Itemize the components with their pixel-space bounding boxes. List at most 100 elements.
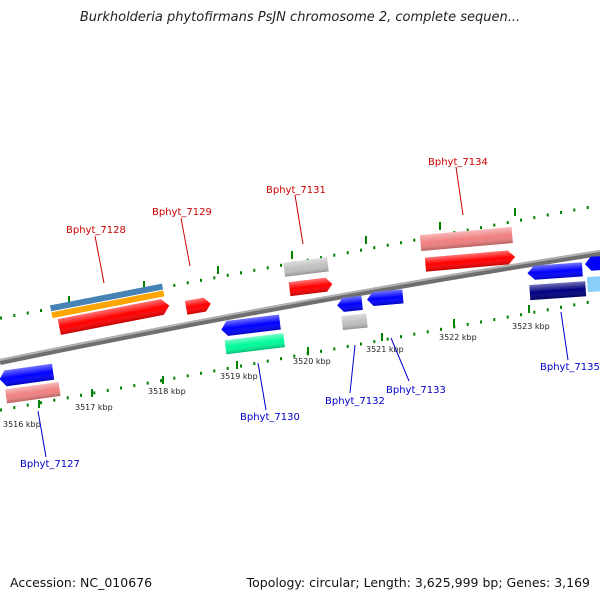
gene-label-bphyt-7127[interactable]: Bphyt_7127 [20,459,80,470]
track-dot [400,241,402,245]
track-dot [186,281,189,285]
forward-scale-tick [143,281,145,289]
gene-label-bphyt-7132[interactable]: Bphyt_7132 [325,396,385,407]
feature-bphyt-7130-group[interactable] [220,314,285,355]
track-dot [413,332,416,336]
track-dot [106,388,109,392]
track-dot [506,221,509,225]
track-dot [13,314,16,317]
track-dot [386,243,389,247]
track-dot [240,364,242,368]
track-dot [26,311,29,315]
track-dot [173,376,176,380]
scale-tick-label: 3523 kbp [512,322,550,331]
feature-bphyt-7131-group[interactable] [283,257,333,297]
track-dot [440,327,442,331]
scale-tick [381,333,383,341]
track-dot [80,393,82,397]
scale-tick-label: 3517 kbp [75,403,113,412]
track-dot [586,300,589,304]
scale-tick-label: 3521 kbp [366,345,404,354]
scale-tick [38,400,40,408]
feature-orange-bar [51,290,165,319]
track-dot [560,305,562,309]
scale-tick [162,376,164,384]
forward-scale-tick [217,266,219,274]
gene-label-bphyt-7130[interactable]: Bphyt_7130 [240,412,300,423]
track-dot [426,330,429,334]
track-dot [360,248,362,252]
track-dot [466,322,469,326]
track-dot [226,273,229,277]
track-dot [26,403,29,407]
gene-label-bphyt-7128[interactable]: Bphyt_7128 [66,225,126,236]
track-dot [253,268,256,272]
gene-label-bphyt-7133[interactable]: Bphyt_7133 [386,385,446,396]
track-dot [320,349,322,353]
feature-lightblue-bar [586,276,600,293]
topology-text: Topology: circular; Length: 3,625,999 bp… [246,575,590,590]
scale-axis: 3516 kbp 3517 kbp 3518 kbp 3519 kbp 3520 kbp… [3,208,550,429]
scale-tick-label: 3516 kbp [3,420,41,429]
track-dot [160,379,162,383]
track-dot [586,206,589,209]
track-dot [333,253,336,257]
feature-bphyt-7129[interactable] [184,297,212,315]
track-dot [493,223,496,227]
accession-text: Accession: NC_010676 [10,575,153,590]
feature-bphyt-7135-group[interactable] [527,255,600,301]
forward-scale-tick [365,236,367,244]
track-dot [320,256,322,260]
forward-scale-tick [68,296,70,304]
track-dot [573,208,576,212]
track-dot [40,309,42,312]
feature-bphyt-7128-group[interactable] [50,283,171,336]
track-dot [280,263,282,267]
forward-scale-tick [439,222,441,230]
track-dot [40,401,42,405]
track-dot [280,357,282,361]
track-dot [546,213,549,217]
track-dot [120,386,122,390]
scale-tick [91,389,93,397]
track-dot [266,266,269,270]
feature-bphyt-7134-group[interactable] [419,227,516,272]
scale-tick [453,319,455,327]
track-dot [520,313,522,317]
scale-tick-label: 3522 kbp [439,333,477,342]
track-dot [146,381,149,385]
feature-bphyt-7127-group[interactable] [0,363,61,404]
track-dot [200,278,202,282]
scale-tick-label: 3520 kbp [293,357,331,366]
sequence-backbone [0,250,600,365]
track-dot [333,347,336,351]
gene-label-bphyt-7129[interactable]: Bphyt_7129 [152,207,212,218]
scale-tick [528,305,530,313]
sequence-title: Burkholderia phytofirmans PsJN chromosom… [79,10,521,25]
forward-scale-tick [291,251,293,259]
feature-blue-arrow-edge [584,255,600,271]
track-dot [373,340,376,344]
gene-label-bphyt-7135[interactable]: Bphyt_7135 [540,362,600,373]
track-dot [133,384,136,388]
track-dot [346,344,349,348]
gene-label-bphyt-7131[interactable]: Bphyt_7131 [266,185,326,196]
track-dot [0,408,2,412]
feature-steelblue-bar [50,283,164,312]
track-dot [173,283,176,287]
track-dot [346,251,349,255]
track-dot [200,371,202,375]
track-dot [400,335,402,339]
gene-labels: Bphyt_7128 Bphyt_7129 Bphyt_7131 Bphyt_7… [20,157,600,470]
track-dot [53,398,56,402]
track-dot [0,316,2,320]
feature-bphyt-7132-group[interactable] [337,295,368,331]
feature-bphyt-7133[interactable] [366,289,404,307]
track-dot [466,228,469,232]
track-dot [546,308,549,312]
track-dot [213,276,216,280]
gene-label-bphyt-7134[interactable]: Bphyt_7134 [428,157,488,168]
scale-tick-label: 3519 kbp [220,372,258,381]
track-dot [226,366,229,370]
